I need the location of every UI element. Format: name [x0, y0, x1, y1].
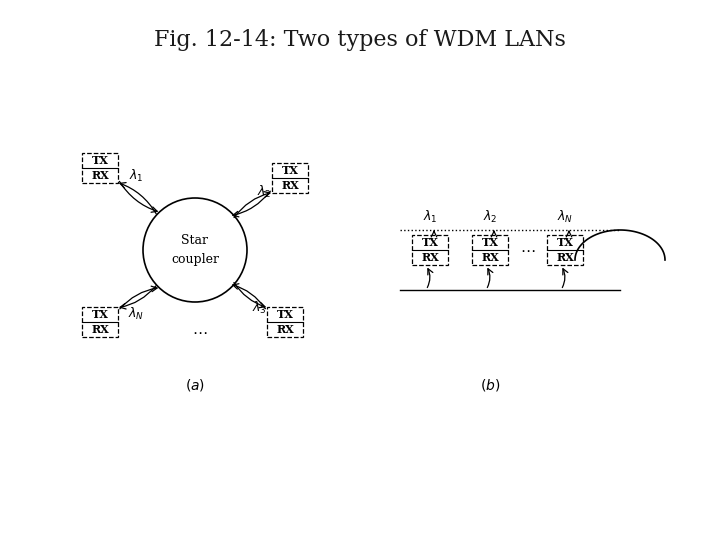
Text: $\cdots$: $\cdots$: [192, 325, 207, 339]
Bar: [547, 235, 583, 265]
Bar: [82, 153, 118, 183]
Text: $\lambda_2$: $\lambda_2$: [257, 184, 271, 200]
Text: RX: RX: [281, 180, 299, 191]
Text: RX: RX: [481, 252, 499, 263]
Text: TX: TX: [482, 237, 498, 248]
Text: TX: TX: [91, 155, 109, 166]
Text: RX: RX: [91, 170, 109, 181]
Bar: [472, 235, 508, 265]
Text: RX: RX: [556, 252, 574, 263]
Bar: [82, 307, 118, 337]
Text: TX: TX: [91, 309, 109, 320]
Text: $(a)$: $(a)$: [185, 377, 205, 393]
Text: RX: RX: [421, 252, 439, 263]
Text: TX: TX: [282, 165, 298, 176]
Text: TX: TX: [276, 309, 294, 320]
Text: Fig. 12-14: Two types of WDM LANs: Fig. 12-14: Two types of WDM LANs: [154, 29, 566, 51]
Text: $\cdots$: $\cdots$: [520, 243, 535, 257]
Text: $\lambda_N$: $\lambda_N$: [557, 209, 573, 225]
Text: $\lambda_1$: $\lambda_1$: [423, 209, 437, 225]
Bar: [412, 235, 448, 265]
Text: TX: TX: [557, 237, 573, 248]
Text: $\lambda_1$: $\lambda_1$: [129, 168, 143, 184]
Bar: [272, 163, 308, 193]
Text: RX: RX: [91, 324, 109, 335]
Text: TX: TX: [422, 237, 438, 248]
Text: $\lambda_2$: $\lambda_2$: [482, 209, 498, 225]
Text: coupler: coupler: [171, 253, 219, 266]
Text: $\lambda_N$: $\lambda_N$: [128, 306, 144, 322]
Circle shape: [143, 198, 247, 302]
Text: $\lambda_3$: $\lambda_3$: [251, 300, 266, 316]
Text: RX: RX: [276, 324, 294, 335]
Text: Star: Star: [181, 234, 209, 247]
Bar: [267, 307, 303, 337]
Text: $(b)$: $(b)$: [480, 377, 500, 393]
